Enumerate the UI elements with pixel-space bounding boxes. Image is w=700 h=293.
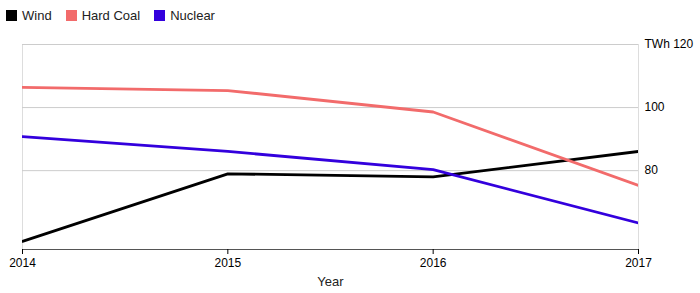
svg-text:Year: Year: [317, 274, 344, 289]
svg-text:100: 100: [645, 100, 665, 114]
svg-text:TWh 120: TWh 120: [645, 37, 694, 51]
html-text:Hard Coal: Hard Coal: [81, 7, 141, 23]
svg-text:2015: 2015: [214, 256, 241, 270]
svg-text:80: 80: [645, 163, 659, 177]
svg-text:2017: 2017: [625, 256, 652, 270]
html-text:Nuclear: Nuclear: [170, 7, 215, 23]
svg-text:2014: 2014: [9, 256, 36, 270]
html-text:Wind: Wind: [22, 7, 52, 23]
svg-text:2016: 2016: [420, 256, 447, 270]
